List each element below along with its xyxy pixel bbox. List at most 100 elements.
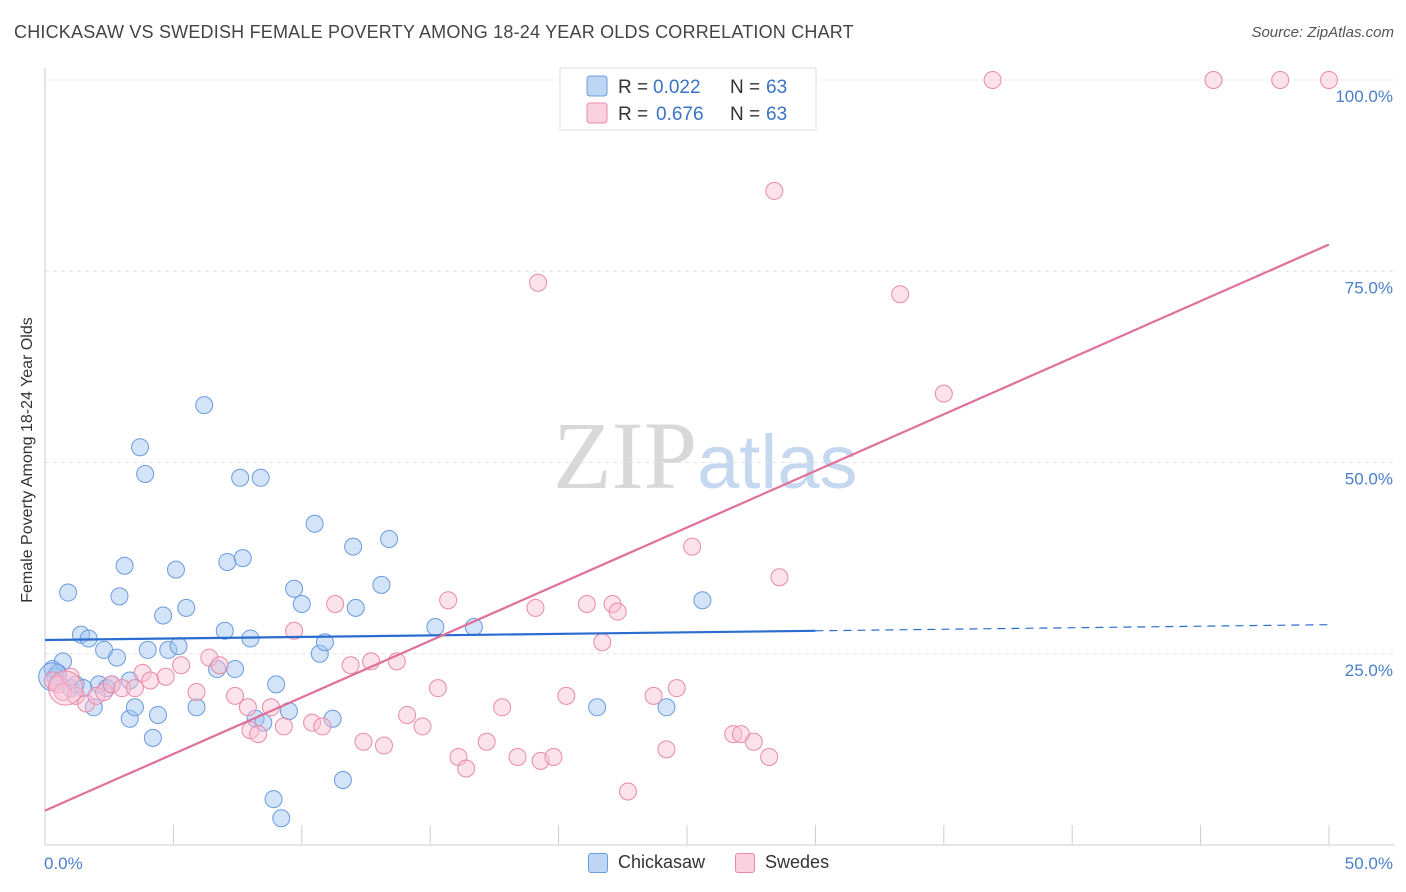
swedes-point-66 (1204, 71, 1223, 89)
swedes-point-33 (398, 705, 417, 724)
swedes-point-57 (744, 732, 763, 751)
chickasaw-point-17 (131, 438, 150, 457)
swedes-point-44 (544, 748, 563, 767)
swedes-point-24 (285, 621, 304, 640)
legend-r-label-2: R = (618, 104, 648, 125)
legend-swatch-chickasaw-bottom (588, 852, 608, 873)
chickasaw-point-58 (693, 591, 712, 610)
bottom-legend: Chickasaw Swedes (588, 852, 859, 873)
swedes-point-7 (95, 683, 114, 701)
chickasaw-point-20 (143, 728, 162, 747)
axes (44, 68, 1395, 846)
legend-swatch-chickasaw (586, 75, 608, 97)
swedes-point-59 (770, 568, 789, 587)
chickasaw-point-47 (315, 633, 334, 652)
chickasaw-point-31 (218, 552, 237, 571)
chickasaw-point-33 (231, 468, 250, 487)
swedes-point-21 (249, 725, 268, 744)
swedes-point-35 (428, 679, 447, 698)
chickasaw-point-2 (53, 652, 72, 671)
chickasaw-point-15 (120, 709, 139, 728)
y-tick-label-0: 25.0% (1345, 661, 1393, 680)
swedes-point-46 (577, 595, 596, 614)
tick-labels: 25.0% 50.0% 75.0% 100.0% 0.0% 50.0% (44, 87, 1393, 873)
legend-r-label-1: R = (618, 77, 648, 98)
legend-swatch-swedes-bottom (735, 852, 756, 873)
swedes-point-3 (61, 667, 80, 686)
chickasaw-point-49 (333, 770, 352, 789)
y-tick-label-3: 100.0% (1335, 87, 1393, 106)
swedes-point-42 (526, 598, 545, 617)
chickasaw-point-41 (272, 809, 291, 828)
swedes-trend-line (44, 243, 1330, 812)
legend-swatch-swedes (586, 102, 608, 124)
swedes-point-11 (133, 663, 152, 682)
y-tick-label-2: 75.0% (1345, 278, 1393, 297)
chickasaw-point-28 (195, 396, 214, 415)
chickasaw-point-50 (344, 537, 363, 556)
swedes-point-12 (141, 671, 160, 690)
swedes-point-41 (508, 748, 527, 767)
swedes-point-31 (374, 736, 393, 755)
chickasaw-point-43 (285, 579, 304, 598)
chickasaw-point-39 (264, 790, 283, 809)
swedes-point-67 (1271, 71, 1290, 89)
swedes-point-62 (934, 384, 953, 403)
swedes-point-55 (724, 725, 743, 744)
chickasaw-point-34 (233, 549, 252, 568)
swedes-point-58 (760, 748, 779, 767)
swedes-point-54 (683, 537, 702, 556)
swedes-point-10 (125, 679, 144, 698)
chickasaw-point-45 (305, 514, 324, 533)
swedes-point-4 (66, 686, 85, 705)
swedes-point-50 (618, 782, 637, 801)
legend-item-chickasaw: Chickasaw (588, 852, 705, 873)
swedes-point-15 (187, 683, 206, 701)
chickasaw-point-32 (226, 660, 245, 679)
swedes-point-26 (313, 717, 332, 736)
swedes-point-17 (210, 656, 229, 675)
swedes-point-53 (667, 679, 686, 698)
chickasaw-point-56 (588, 698, 607, 717)
legend-r-value-1: 0.022 (653, 77, 701, 98)
source-credit: Source: ZipAtlas.com (1251, 24, 1394, 41)
trend-lines (44, 243, 1330, 812)
legend-item-swedes: Swedes (735, 852, 829, 873)
chickasaw-point-24 (166, 560, 185, 579)
swedes-point-5 (77, 694, 96, 713)
swedes-point-27 (326, 595, 345, 614)
y-tick-label-1: 50.0% (1345, 470, 1393, 489)
swedes-point-63 (529, 273, 548, 292)
legend-n-label-1: N = (730, 77, 760, 98)
swedes-point-39 (477, 732, 496, 751)
swedes-point-40 (493, 698, 512, 717)
chickasaw-point-3 (59, 583, 78, 602)
chickasaw-point-53 (380, 530, 399, 548)
chickasaw-point-44 (292, 595, 311, 614)
swedes-point-23 (274, 717, 293, 736)
swedes-point-18 (226, 686, 245, 705)
swedes-point-13 (156, 667, 175, 686)
legend-n-value-1: 63 (766, 77, 787, 98)
chickasaw-point-21 (148, 705, 167, 724)
legend-label-swedes: Swedes (765, 852, 830, 872)
swedes-point-16 (200, 648, 219, 667)
chickasaw-point-52 (372, 575, 391, 594)
chickasaw-trend-extension (815, 624, 1330, 632)
x-tick-label-1: 50.0% (1345, 854, 1393, 873)
legend-r-value-2: 0.676 (656, 104, 704, 125)
chickasaw-point-14 (115, 556, 134, 575)
swedes-point-29 (354, 732, 373, 751)
swedes-point-51 (644, 686, 663, 705)
chickasaw-point-26 (177, 598, 196, 617)
chickasaw-point-51 (346, 598, 365, 617)
swedes-point-25 (303, 713, 322, 732)
chickasaw-point-25 (169, 637, 188, 656)
swedes-point-9 (113, 679, 132, 698)
swedes-point-52 (657, 740, 676, 759)
legend-label-chickasaw: Chickasaw (618, 852, 706, 872)
legend-n-value-2: 63 (766, 104, 787, 125)
chickasaw-point-13 (110, 587, 129, 606)
swedes-point-19 (238, 698, 257, 717)
swedes-point-8 (102, 675, 121, 694)
